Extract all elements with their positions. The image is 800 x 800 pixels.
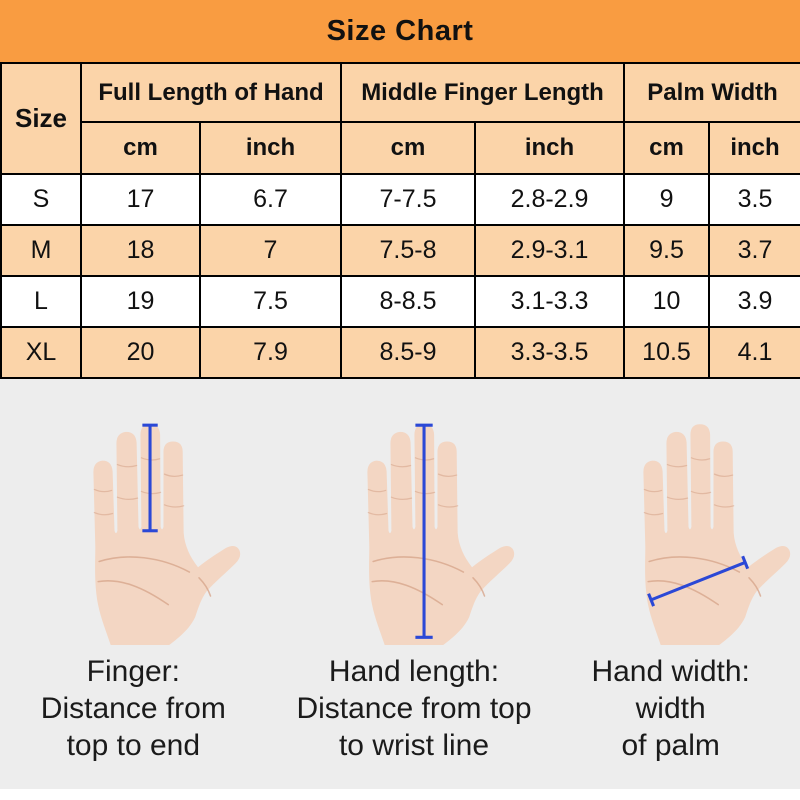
unit-header-cm: cm	[340, 121, 477, 175]
caption-line: of palm	[621, 729, 720, 762]
finger-length-cm: 7-7.5	[340, 173, 477, 226]
finger-caption: Finger: Distance from top to end	[41, 653, 226, 764]
page-title: Size Chart	[326, 14, 474, 47]
column-header-size: Size	[0, 62, 82, 175]
hand-length-caption: Hand length: Distance from top to wrist …	[296, 653, 531, 764]
full-length-inch: 7.9	[198, 326, 343, 379]
palm-width-inch: 3.5	[708, 173, 800, 226]
unit-header-inch: inch	[708, 121, 800, 175]
palm-width-cm: 9.5	[623, 224, 711, 277]
table-row-xl: XL 20 7.9 8.5-9 3.3-3.5 10.5 4.1	[0, 326, 800, 379]
column-header-palm-width: Palm Width	[623, 62, 800, 123]
palm-width-inch: 3.9	[708, 275, 800, 328]
full-length-cm: 20	[80, 326, 201, 379]
size-value: M	[0, 224, 82, 277]
unit-header-inch: inch	[474, 121, 626, 175]
hand-length-diagram	[329, 405, 521, 646]
table-row-m: M 18 7 7.5-8 2.9-3.1 9.5 3.7	[0, 224, 800, 277]
palm-width-cm: 9	[623, 173, 711, 226]
hand-length-measurement-line	[415, 423, 433, 639]
finger-length-cm: 7.5-8	[340, 224, 477, 277]
palm-width-cm: 10.5	[623, 326, 711, 379]
size-value: L	[0, 275, 82, 328]
column-header-middle-finger: Middle Finger Length	[340, 62, 626, 123]
unit-header-cm: cm	[80, 121, 201, 175]
palm-width-measurement-line	[646, 555, 749, 607]
finger-measure-column: Finger: Distance from top to end	[0, 379, 267, 789]
column-header-full-length: Full Length of Hand	[79, 62, 343, 123]
caption-line: top to end	[66, 729, 201, 762]
hand-palm-illustration	[92, 423, 242, 646]
full-length-inch: 7.5	[198, 275, 343, 328]
size-chart-banner: Size Chart	[0, 0, 800, 62]
caption-line: Distance from top	[296, 692, 532, 725]
full-length-inch: 7	[198, 224, 343, 277]
finger-length-cm: 8.5-9	[340, 326, 477, 379]
hand-width-measure-column: Hand width: width of palm	[533, 379, 800, 789]
caption-line: Hand width:	[591, 655, 750, 688]
table-row-s: S 17 6.7 7-7.5 2.8-2.9 9 3.5	[0, 173, 800, 226]
hand-palm-illustration	[366, 423, 515, 646]
caption-line: Finger:	[86, 655, 181, 688]
hand-width-diagram	[605, 405, 797, 646]
full-length-cm: 18	[80, 224, 201, 277]
size-value: S	[0, 173, 82, 226]
size-value: XL	[0, 326, 82, 379]
full-length-cm: 19	[80, 275, 201, 328]
finger-length-cm: 8-8.5	[340, 275, 477, 328]
finger-length-inch: 2.8-2.9	[474, 173, 626, 226]
hand-palm-illustration	[642, 423, 791, 646]
caption-line: Distance from	[40, 692, 226, 725]
palm-width-inch: 3.7	[708, 224, 800, 277]
finger-length-inch: 3.3-3.5	[474, 326, 626, 379]
palm-width-inch: 4.1	[708, 326, 800, 379]
finger-length-inch: 2.9-3.1	[474, 224, 626, 277]
table-row-l: L 19 7.5 8-8.5 3.1-3.3 10 3.9	[0, 275, 800, 328]
caption-line: width	[635, 692, 706, 725]
full-length-cm: 17	[80, 173, 201, 226]
hand-width-caption: Hand width: width of palm	[591, 653, 749, 764]
palm-width-cm: 10	[623, 275, 711, 328]
measurement-guide-section: Finger: Distance from top to end Hand le…	[0, 379, 800, 789]
unit-header-inch: inch	[198, 121, 343, 175]
caption-line: Hand length:	[328, 655, 500, 688]
finger-length-inch: 3.1-3.3	[474, 275, 626, 328]
hand-finger-diagram	[55, 405, 247, 646]
caption-line: to wrist line	[338, 729, 490, 762]
finger-length-measurement-line	[142, 423, 159, 533]
size-chart-table: Size Full Length of Hand Middle Finger L…	[0, 62, 800, 379]
hand-length-measure-column: Hand length: Distance from top to wrist …	[267, 379, 534, 789]
full-length-inch: 6.7	[198, 173, 343, 226]
unit-header-cm: cm	[623, 121, 711, 175]
